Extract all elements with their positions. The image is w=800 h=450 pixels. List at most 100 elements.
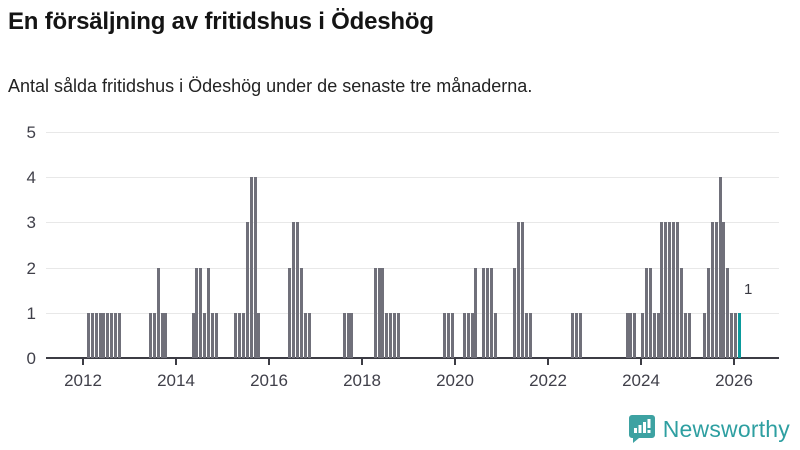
x-axis-label: 2016 (250, 371, 288, 390)
bar (524, 312, 528, 358)
y-axis-label: 5 (26, 123, 36, 142)
bar (664, 222, 668, 358)
bar (462, 312, 466, 358)
bar (393, 312, 397, 358)
bar (234, 312, 238, 358)
bar (571, 312, 575, 358)
x-axis-label: 2018 (343, 371, 381, 390)
bar (517, 222, 521, 358)
bar (102, 312, 106, 358)
bar (377, 267, 381, 358)
bar (160, 312, 164, 358)
y-axis-label: 2 (26, 258, 36, 278)
bar (199, 267, 203, 358)
bar (722, 222, 726, 358)
bar (726, 267, 730, 358)
bar (474, 267, 478, 358)
bar (633, 312, 637, 358)
bar (195, 267, 199, 358)
bar (734, 312, 738, 358)
bar (672, 222, 676, 358)
bar (210, 312, 214, 358)
bar (381, 267, 385, 358)
bar (114, 312, 118, 358)
bar (629, 312, 633, 358)
x-axis-tick (361, 359, 363, 365)
bar (668, 222, 672, 358)
bar (152, 312, 156, 358)
bar (307, 312, 311, 358)
x-axis-label: 2020 (436, 371, 474, 390)
x-axis-tick (547, 359, 549, 365)
bar (579, 312, 583, 358)
gridline (46, 132, 779, 133)
bar (296, 222, 300, 358)
bar (706, 267, 710, 358)
x-axis-line (46, 357, 779, 359)
bar (652, 312, 656, 358)
x-axis-label: 2022 (529, 371, 567, 390)
bar (714, 222, 718, 358)
newsworthy-bubble-chart-icon (628, 415, 655, 443)
bar (730, 312, 734, 358)
bar (718, 177, 722, 358)
y-axis-label: 0 (26, 349, 36, 368)
bar (513, 267, 517, 358)
bar (245, 222, 249, 358)
chart-title: En försäljning av fritidshus i Ödeshög (8, 8, 434, 35)
bar (164, 312, 168, 358)
x-axis-label: 2014 (157, 371, 195, 390)
x-axis-label: 2026 (715, 371, 753, 390)
x-axis-tick (175, 359, 177, 365)
bar (117, 312, 121, 358)
chart-subtitle: Antal sålda fritidshus i Ödeshög under d… (8, 76, 533, 96)
bar (660, 222, 664, 358)
x-axis-label: 2012 (64, 371, 102, 390)
x-axis-tick (640, 359, 642, 365)
bar (90, 312, 94, 358)
bar (346, 312, 350, 358)
x-axis-tick (268, 359, 270, 365)
last-value-label: 1 (743, 280, 753, 298)
bar (288, 267, 292, 358)
bar (207, 267, 211, 358)
bar (300, 267, 304, 358)
bar (648, 267, 652, 358)
bar (106, 312, 110, 358)
bar (303, 312, 307, 358)
bar (489, 267, 493, 358)
newsworthy-wordmark: Newsworthy (662, 415, 790, 442)
bar (253, 177, 257, 358)
x-axis-label: 2024 (622, 371, 660, 390)
bar (625, 312, 629, 358)
bar (148, 312, 152, 358)
x-axis-tick (454, 359, 456, 365)
gridline (46, 312, 779, 314)
bar (451, 312, 455, 358)
bar (110, 312, 114, 358)
bar (447, 312, 451, 358)
bar (486, 267, 490, 358)
bar (656, 312, 660, 358)
bar (493, 312, 497, 358)
bar (520, 222, 524, 358)
bar (482, 267, 486, 358)
bar (466, 312, 470, 358)
bar-current (737, 312, 741, 358)
bar (94, 312, 98, 358)
bar (373, 267, 377, 358)
bar (703, 312, 707, 358)
bar (641, 312, 645, 358)
bar (679, 267, 683, 358)
bar (675, 222, 679, 358)
bar (687, 312, 691, 358)
bar (528, 312, 532, 358)
bar (575, 312, 579, 358)
y-axis-label: 1 (26, 303, 36, 323)
bar (644, 267, 648, 358)
bar (342, 312, 346, 358)
bar (238, 312, 242, 358)
bar (249, 177, 253, 358)
